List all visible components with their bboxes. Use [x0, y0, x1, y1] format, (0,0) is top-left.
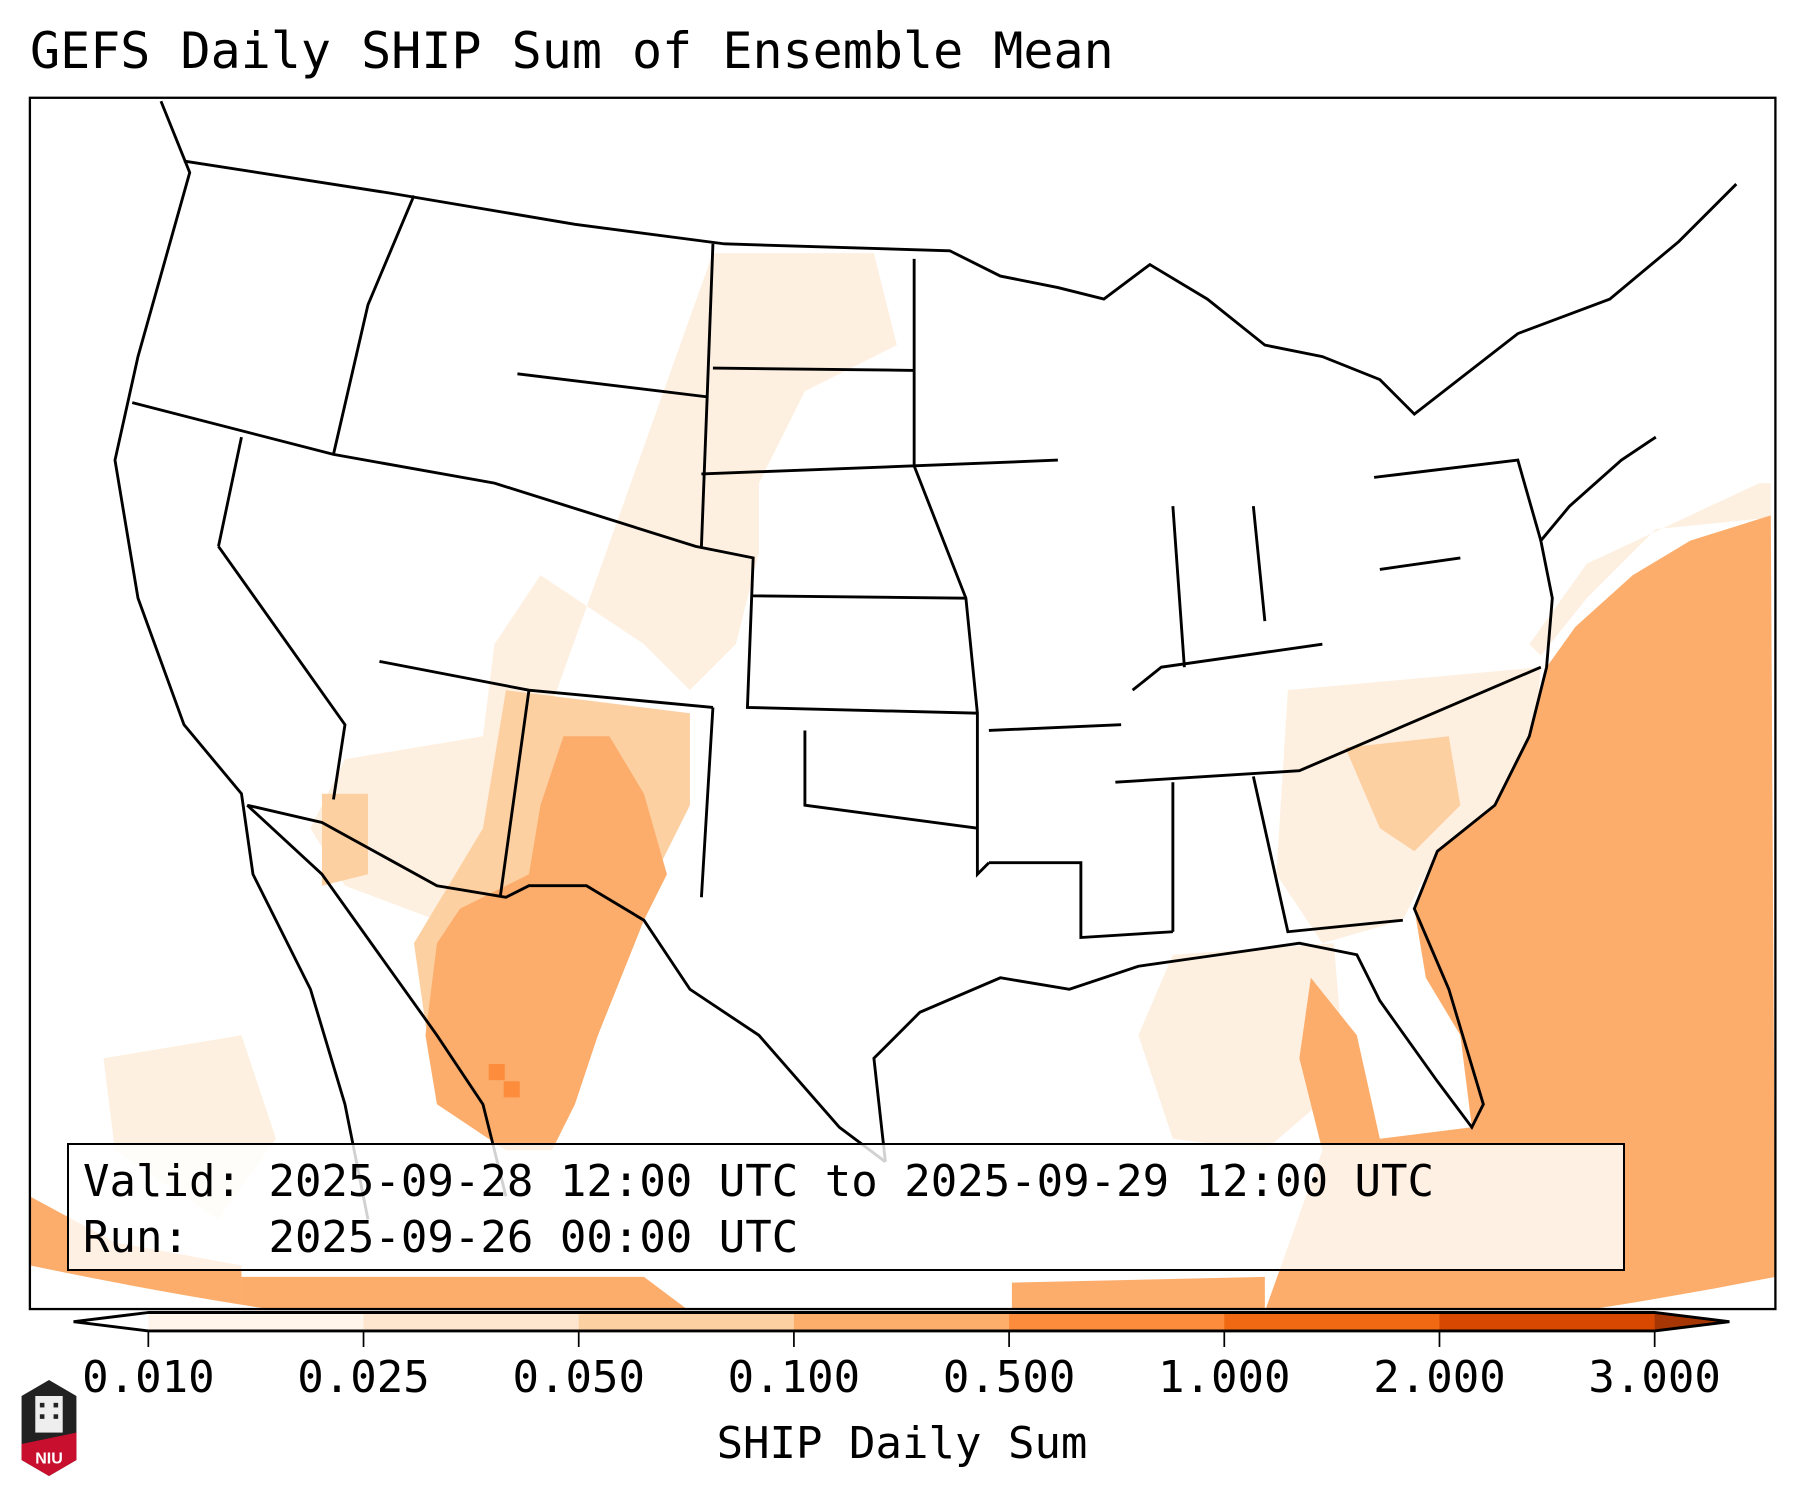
shade-dark — [488, 1064, 505, 1081]
colorbar-tick-label: 0.050 — [512, 1352, 645, 1403]
mexico-border — [246, 803, 887, 1163]
colorbar-tick-label: 0.010 — [82, 1352, 215, 1403]
ship-shading — [29, 253, 1776, 1310]
coastline — [113, 100, 508, 1220]
colorbar-segment — [578, 1312, 795, 1331]
shade-dark — [503, 1081, 520, 1098]
map-title: GEFS Daily SHIP Sum of Ensemble Mean — [30, 22, 1114, 80]
svg-text:NIU: NIU — [35, 1450, 63, 1467]
validity-info-box: Valid: 2025-09-28 12:00 UTC to 2025-09-2… — [67, 1143, 1625, 1271]
colorbar-segment — [1224, 1312, 1441, 1331]
coastline — [872, 435, 1657, 1162]
shade-orange — [1011, 1276, 1265, 1310]
run-value: 2025-09-26 00:00 UTC — [268, 1212, 799, 1263]
colorbar-tick-label: 1.000 — [1158, 1352, 1291, 1403]
shade-light — [1138, 943, 1346, 1151]
colorbar — [73, 1311, 1730, 1348]
colorbar-segment — [1439, 1312, 1656, 1331]
colorbar-tick-label: 3.000 — [1588, 1352, 1721, 1403]
shade-orange — [241, 1276, 687, 1310]
shade-orange — [1265, 515, 1776, 1310]
shade-light — [1529, 483, 1771, 656]
colorbar-segment — [148, 1312, 365, 1331]
colorbar-segment — [793, 1312, 1010, 1331]
colorbar-under-arrow — [73, 1312, 149, 1331]
state-lines — [131, 194, 1543, 940]
map-boundaries — [113, 100, 1738, 1220]
valid-value: 2025-09-28 12:00 UTC to 2025-09-29 12:00… — [268, 1156, 1435, 1207]
colorbar-over-arrow — [1654, 1312, 1730, 1331]
shade-light — [310, 253, 897, 921]
colorbar-tick-label: 0.100 — [727, 1352, 861, 1403]
canada-border — [183, 159, 1738, 417]
shade-peach — [321, 793, 368, 886]
valid-line: Valid: 2025-09-28 12:00 UTC to 2025-09-2… — [83, 1154, 1609, 1210]
shade-peach — [1345, 736, 1461, 852]
colorbar-segment — [1009, 1312, 1225, 1331]
valid-label: Valid: — [83, 1156, 242, 1207]
colorbar-label: SHIP Daily Sum — [716, 1418, 1088, 1469]
shade-orange — [425, 736, 667, 1151]
map-frame — [28, 96, 1777, 1311]
colorbar-tick-label: 2.000 — [1373, 1352, 1506, 1403]
colorbar-segment — [363, 1312, 580, 1331]
niu-logo: NIU — [21, 1380, 77, 1476]
colorbar-tick-label: 0.025 — [297, 1352, 430, 1403]
domain-edge — [29, 1265, 1776, 1310]
run-label: Run: — [83, 1212, 189, 1263]
colorbar-tick-label: 0.500 — [942, 1352, 1076, 1403]
run-line: Run: 2025-09-26 00:00 UTC — [83, 1210, 1609, 1266]
